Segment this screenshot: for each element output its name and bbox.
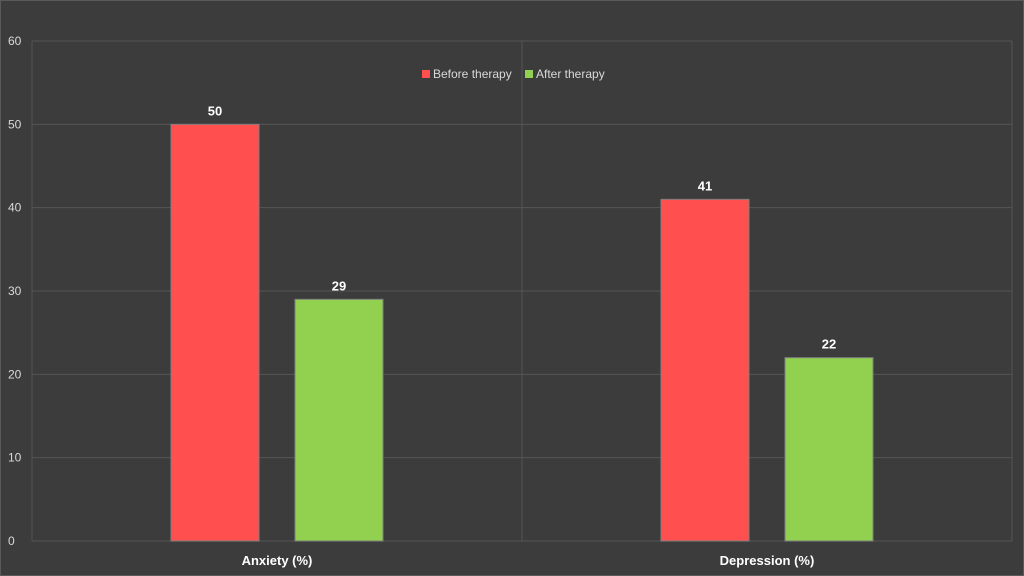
- y-tick-label: 30: [8, 284, 22, 298]
- y-tick-label: 10: [8, 451, 22, 465]
- y-tick-label: 50: [8, 117, 22, 131]
- x-axis: Anxiety (%) Depression (%): [242, 553, 815, 568]
- bar-after-0: [294, 298, 384, 542]
- x-tick-label: Anxiety (%): [242, 553, 313, 568]
- data-label: 22: [822, 337, 836, 352]
- y-axis: 0 10 20 30 40 50 60: [8, 34, 22, 548]
- bars: [170, 123, 874, 542]
- legend-swatch: [525, 70, 533, 78]
- y-tick-label: 20: [8, 367, 22, 381]
- legend-swatch: [422, 70, 430, 78]
- bar-before-0: [170, 123, 260, 542]
- bar-before-1: [660, 198, 750, 542]
- y-tick-label: 0: [8, 534, 15, 548]
- data-label: 29: [332, 278, 346, 293]
- bar-after-1: [784, 357, 874, 542]
- data-labels: 50 29 41 22: [208, 103, 836, 351]
- legend: Before therapy After therapy: [422, 67, 605, 81]
- legend-label: Before therapy: [433, 67, 512, 81]
- legend-label: After therapy: [536, 67, 605, 81]
- y-tick-label: 60: [8, 34, 22, 48]
- x-tick-label: Depression (%): [720, 553, 815, 568]
- data-label: 50: [208, 103, 222, 118]
- data-label: 41: [698, 178, 712, 193]
- y-tick-label: 40: [8, 201, 22, 215]
